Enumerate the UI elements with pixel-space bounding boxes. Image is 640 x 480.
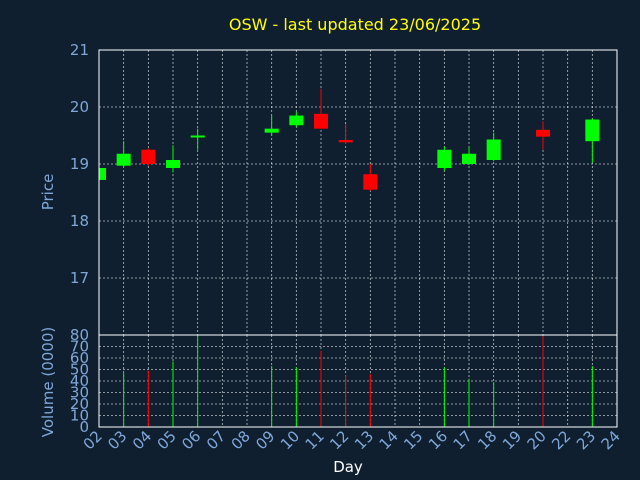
candle-body	[585, 119, 600, 142]
volume-tick-label: 70	[70, 338, 89, 356]
volume-tick-label: 10	[70, 407, 89, 425]
volume-tick-label: 80	[70, 326, 89, 344]
candle-body	[264, 128, 279, 133]
volume-axis-label: Volume (0000)	[39, 327, 57, 437]
candle-body	[338, 140, 353, 143]
volume-frame	[98, 334, 618, 428]
candle-body	[363, 174, 378, 190]
price-panel: 17 18 19 20 21	[70, 41, 618, 336]
candle-body	[437, 149, 452, 168]
price-tick-label: 21	[70, 41, 89, 59]
candle-body	[486, 139, 501, 161]
candle-body	[99, 167, 106, 180]
candle-body	[289, 115, 304, 126]
candle-body	[141, 149, 156, 164]
x-axis-label: Day	[333, 458, 363, 476]
price-tick-label: 17	[70, 269, 89, 287]
volume-tick-label: 40	[70, 372, 89, 390]
volume-tick-label: 0	[79, 418, 89, 436]
candle-body	[116, 153, 131, 166]
volume-tick-label: 60	[70, 349, 89, 367]
candle-body	[166, 160, 180, 168]
price-tick-label: 20	[70, 98, 89, 116]
volume-tick-label: 30	[70, 384, 89, 402]
candle-body	[536, 129, 550, 137]
candle-body	[314, 113, 328, 129]
candle-body	[462, 153, 476, 164]
price-axis-label: Price	[39, 174, 57, 211]
price-tick-label: 18	[70, 212, 89, 230]
volume-tick-label: 50	[70, 361, 89, 379]
volume-tick-label: 20	[70, 395, 89, 413]
price-tick-label: 19	[70, 155, 89, 173]
candle-body	[190, 135, 205, 138]
chart-title: OSW - last updated 23/06/2025	[229, 15, 481, 34]
